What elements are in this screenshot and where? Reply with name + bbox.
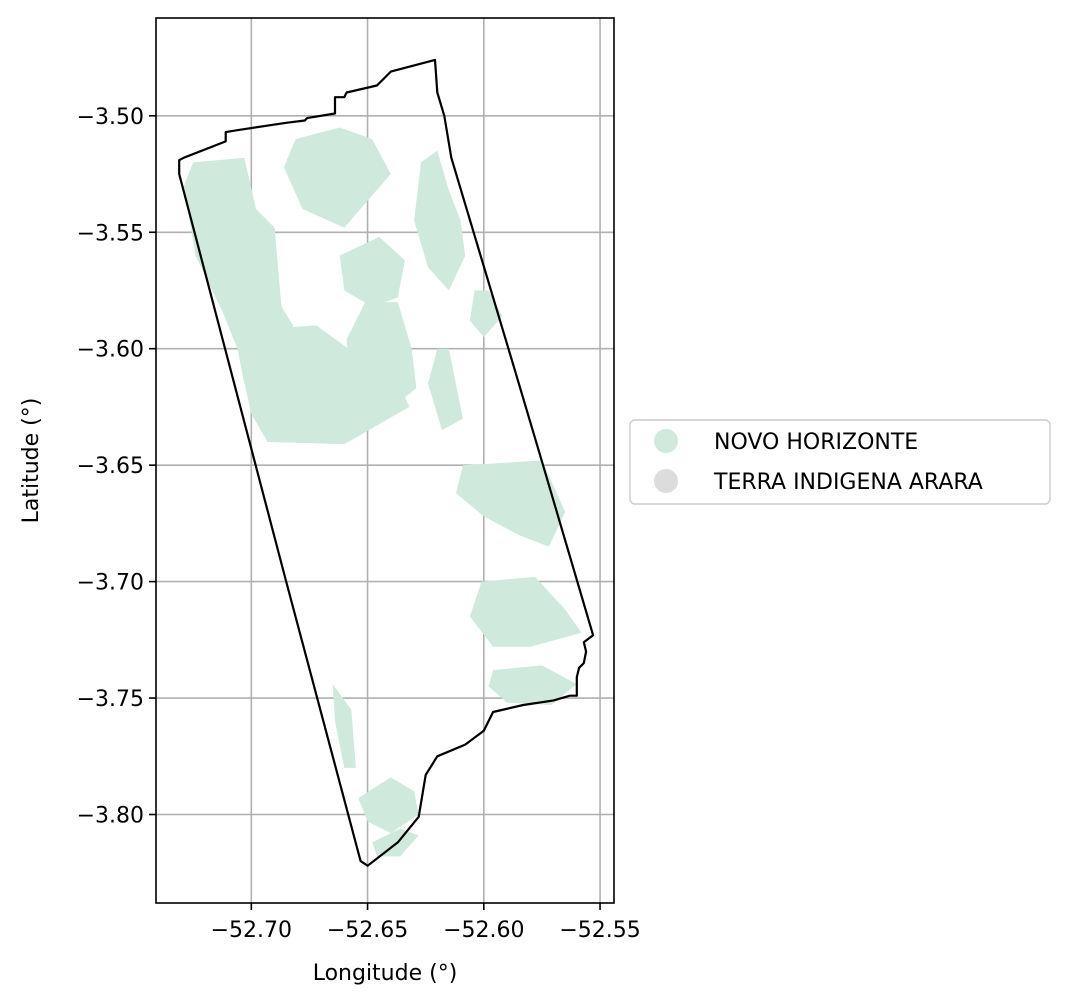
y-tick-label: −3.55 — [77, 221, 144, 246]
legend-label: TERRA INDIGENA ARARA — [713, 470, 983, 495]
y-tick-label: −3.60 — [77, 338, 144, 363]
region-patch — [339, 236, 405, 307]
y-axis-title: Latitude (°) — [19, 398, 44, 524]
land-regions — [183, 127, 582, 857]
legend: NOVO HORIZONTE TERRA INDIGENA ARARA — [629, 419, 1051, 505]
legend-marker — [654, 469, 678, 493]
region-patch — [488, 665, 577, 705]
region-patch — [414, 150, 466, 291]
boundary-outline — [178, 58, 595, 867]
x-tick-label: −52.60 — [443, 918, 524, 943]
property-boundary — [178, 58, 595, 867]
region-patch — [428, 348, 463, 431]
x-tick-label: −52.65 — [327, 918, 408, 943]
y-tick-label: −3.65 — [77, 454, 144, 479]
x-tick-label: −52.70 — [211, 918, 292, 943]
legend-frame — [629, 419, 1051, 505]
region-patch — [283, 127, 391, 228]
y-tick-label: −3.70 — [77, 571, 144, 596]
region-patch — [372, 828, 419, 857]
y-tick-label: −3.50 — [77, 105, 144, 130]
region-patch — [469, 576, 582, 647]
legend-label: NOVO HORIZONTE — [714, 430, 918, 455]
region-patch — [332, 684, 356, 768]
legend-marker — [654, 429, 678, 453]
region-patch — [455, 460, 566, 547]
region-patch — [183, 157, 294, 384]
y-tick-label: −3.75 — [77, 687, 144, 712]
y-tick-label: −3.80 — [77, 804, 144, 829]
region-patch — [346, 302, 417, 424]
x-axis-title: Longitude (°) — [313, 961, 458, 986]
plot-frame — [155, 17, 615, 904]
x-tick-label: −52.55 — [559, 918, 640, 943]
axis-ticks: −52.70 −52.65 −52.60 −52.55 −3.50 −3.55 −3.60 −… — [77, 105, 641, 943]
gridlines — [156, 18, 614, 903]
region-patch — [358, 777, 419, 834]
